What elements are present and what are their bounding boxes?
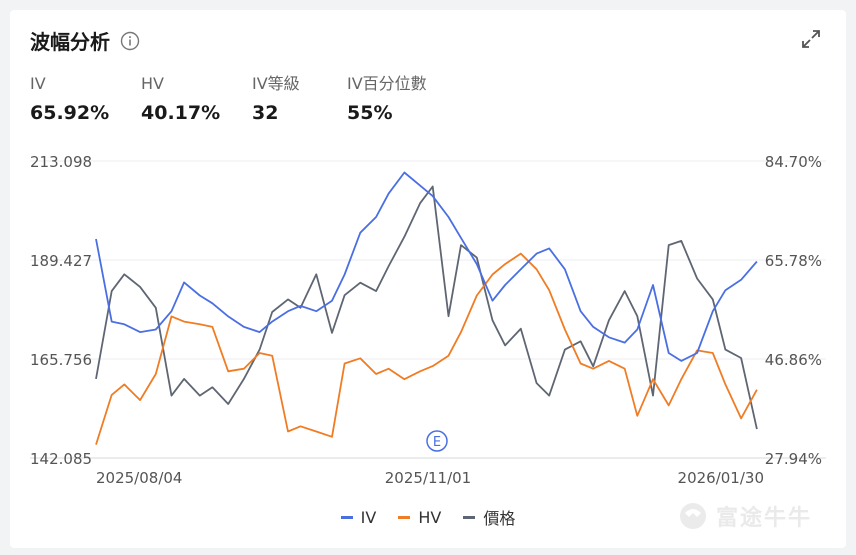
legend-label-price: 價格 [483, 509, 516, 528]
left-axis-tick-label: 213.098 [30, 153, 92, 171]
price-line [95, 185, 758, 430]
right-axis-tick-label: 65.78% [765, 252, 822, 270]
stat-value: 32 [252, 102, 279, 124]
card-title: 波幅分析 [30, 30, 110, 54]
legend-swatch-price [463, 515, 476, 519]
watermark-text: 富途牛牛 [716, 506, 813, 531]
stat-iv-rank: IV等級 32 [252, 72, 317, 124]
stat-label: IV百分位數 [347, 74, 427, 93]
info-icon[interactable] [120, 31, 140, 51]
stat-value: 55% [347, 102, 393, 124]
right-axis-tick-label: 84.70% [765, 153, 822, 171]
left-axis-tick-label: 165.756 [30, 351, 92, 369]
expand-icon[interactable] [800, 28, 822, 50]
iv-line [95, 171, 758, 362]
stats-row: IV 65.92% HV 40.17% IV等級 32 IV百分位數 55% [30, 72, 457, 124]
right-axis-tick-label: 46.86% [765, 351, 822, 369]
stat-hv: HV 40.17% [141, 72, 222, 124]
legend-swatch-iv [340, 515, 353, 519]
chart-legend: IV HV 價格 [0, 505, 856, 529]
legend-item-hv[interactable]: HV [398, 505, 441, 529]
right-axis-tick-label: 27.94% [765, 450, 822, 468]
legend-label-iv: IV [360, 507, 377, 527]
x-axis-tick-label: 2025/08/04 [96, 469, 182, 487]
stat-label: HV [141, 74, 164, 93]
legend-item-iv[interactable]: IV [340, 505, 377, 529]
stat-label: IV等級 [252, 74, 300, 93]
earnings-marker-label: E [433, 435, 441, 450]
stat-value: 65.92% [30, 102, 110, 124]
stat-iv: IV 65.92% [30, 72, 111, 124]
stat-label: IV [30, 74, 46, 93]
title-row: 波幅分析 [30, 26, 140, 55]
left-axis-tick-label: 189.427 [30, 252, 92, 270]
left-axis-tick-label: 142.085 [30, 450, 92, 468]
stat-iv-percentile: IV百分位數 55% [347, 72, 427, 124]
legend-label-hv: HV [418, 507, 442, 527]
hv-line [95, 252, 758, 445]
legend-swatch-hv [398, 515, 411, 519]
x-axis-tick-label: 2026/01/30 [678, 469, 764, 487]
stat-value: 40.17% [141, 102, 221, 124]
futu-logo-icon [680, 503, 706, 529]
watermark: 富途牛牛 [676, 500, 812, 532]
legend-item-price[interactable]: 價格 [463, 505, 515, 529]
x-axis-tick-label: 2025/11/01 [385, 469, 471, 487]
earnings-marker [426, 430, 448, 452]
